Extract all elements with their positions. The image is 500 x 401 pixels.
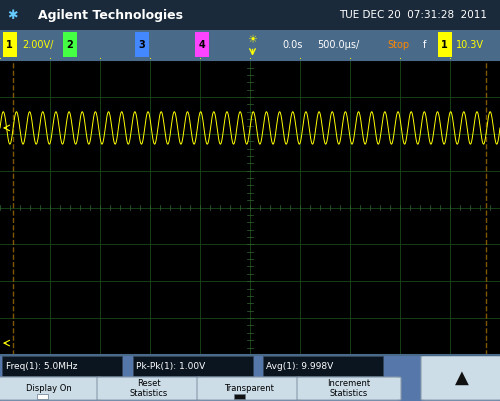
Text: 1: 1 — [441, 40, 448, 50]
Text: Agilent Technologies: Agilent Technologies — [38, 8, 182, 22]
Bar — [234, 394, 245, 399]
Bar — [195, 32, 209, 57]
Bar — [62, 32, 76, 57]
Bar — [2, 32, 16, 57]
Text: 2: 2 — [66, 40, 73, 50]
Bar — [262, 356, 382, 376]
Text: Avg(1): 9.998V: Avg(1): 9.998V — [266, 362, 334, 371]
Text: Freq(1): 5.0MHz: Freq(1): 5.0MHz — [6, 362, 78, 371]
Bar — [438, 32, 452, 57]
Text: ▲: ▲ — [455, 369, 468, 387]
FancyBboxPatch shape — [97, 377, 201, 400]
Text: 0.0s: 0.0s — [282, 40, 303, 50]
Text: ✱: ✱ — [7, 8, 18, 22]
Text: 3: 3 — [138, 40, 145, 50]
FancyBboxPatch shape — [421, 356, 500, 400]
Text: Transparent: Transparent — [224, 384, 274, 393]
Text: Display On: Display On — [26, 384, 72, 393]
Bar — [37, 394, 48, 399]
Text: Reset
Statistics: Reset Statistics — [130, 379, 168, 398]
Text: 10.3V: 10.3V — [456, 40, 484, 50]
Bar — [2, 356, 122, 376]
Text: TUE DEC 20  07:31:28  2011: TUE DEC 20 07:31:28 2011 — [340, 10, 488, 20]
Bar — [135, 32, 149, 57]
FancyBboxPatch shape — [0, 377, 101, 400]
Text: 4: 4 — [198, 40, 205, 50]
Text: 1: 1 — [6, 40, 13, 50]
FancyBboxPatch shape — [297, 377, 401, 400]
Text: 2.00V/: 2.00V/ — [22, 40, 54, 50]
Text: Pk-Pk(1): 1.00V: Pk-Pk(1): 1.00V — [136, 362, 206, 371]
Text: ☀: ☀ — [248, 36, 258, 46]
Text: Stop: Stop — [388, 40, 409, 50]
Bar — [132, 356, 252, 376]
FancyBboxPatch shape — [197, 377, 301, 400]
Text: f: f — [422, 40, 426, 50]
Text: Increment
Statistics: Increment Statistics — [328, 379, 370, 398]
Text: 500.0μs/: 500.0μs/ — [318, 40, 360, 50]
